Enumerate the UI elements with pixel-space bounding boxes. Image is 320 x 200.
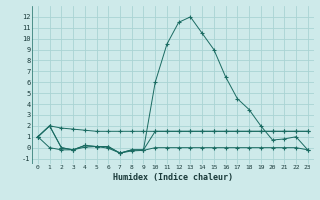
X-axis label: Humidex (Indice chaleur): Humidex (Indice chaleur) [113, 173, 233, 182]
